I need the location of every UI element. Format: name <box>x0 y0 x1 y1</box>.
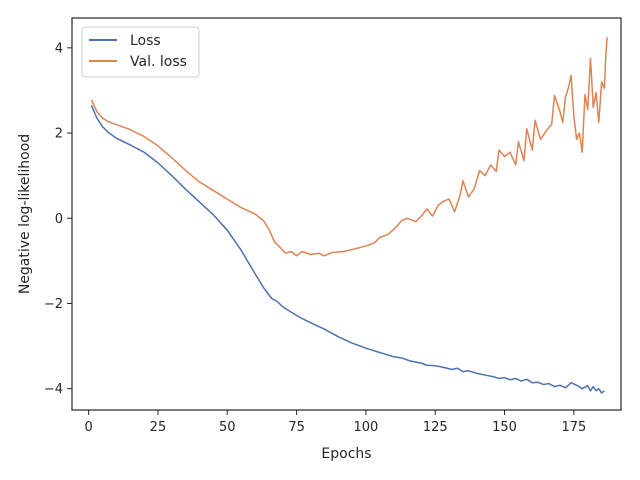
y-axis: −4 −2 0 2 4 <box>44 41 72 397</box>
y-tick-label: 0 <box>55 212 63 227</box>
x-axis: 0 25 50 75 100 125 150 175 <box>84 410 586 435</box>
y-tick-label: −2 <box>44 297 63 312</box>
y-tick-label: 2 <box>55 127 63 142</box>
series-line-loss <box>90 105 605 394</box>
series-layer <box>90 37 608 394</box>
series-line-val-loss <box>90 37 608 257</box>
y-tick-label: 4 <box>55 41 63 56</box>
x-tick-label: 175 <box>561 420 586 435</box>
y-tick-label: −4 <box>44 382 63 397</box>
y-axis-label: Negative log-likelihood <box>17 134 33 294</box>
legend-label-loss: Loss <box>130 33 161 49</box>
legend: Loss Val. loss <box>81 26 200 78</box>
x-tick-label: 0 <box>84 420 92 435</box>
x-axis-label: Epochs <box>321 446 371 462</box>
plot-frame <box>71 17 622 411</box>
x-tick-label: 75 <box>288 420 305 435</box>
x-tick-label: 100 <box>353 420 378 435</box>
x-tick-label: 25 <box>150 420 167 435</box>
x-tick-label: 50 <box>219 420 236 435</box>
x-tick-label: 125 <box>423 420 448 435</box>
legend-label-val-loss: Val. loss <box>130 54 187 70</box>
x-tick-label: 150 <box>492 420 517 435</box>
